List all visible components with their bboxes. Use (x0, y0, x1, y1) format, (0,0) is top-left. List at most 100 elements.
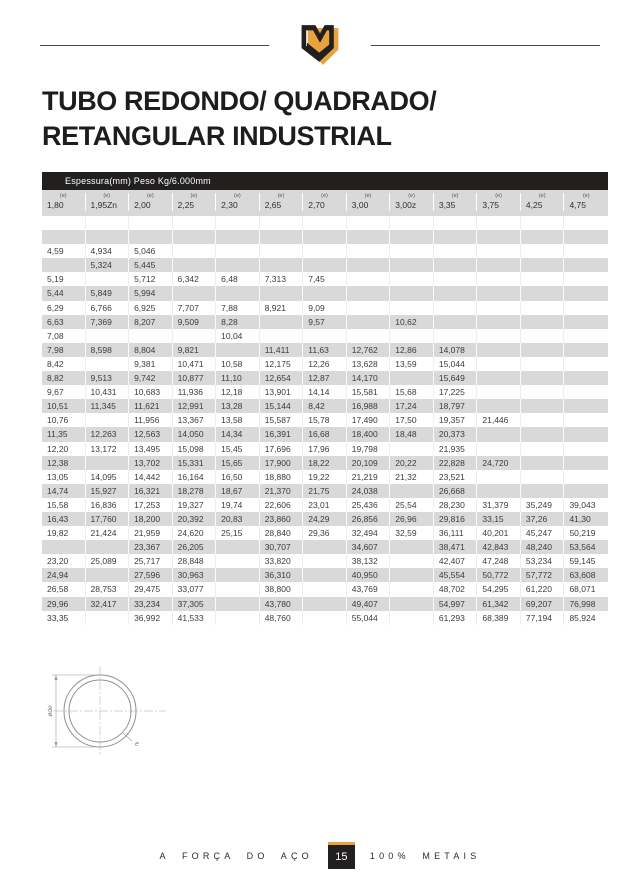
tube-cross-section-diagram: øde e (47, 666, 166, 756)
table-row: 16,43 17,760 18,200 20,392 20,83 23,860 24,29 2… (42, 511, 608, 527)
table-cell (521, 441, 565, 456)
table-cell: 8,804 (129, 342, 173, 357)
table-cell: 13,367 (173, 413, 217, 428)
table-row: 7,08 10,04 (42, 328, 608, 343)
table-cell (86, 328, 130, 343)
metais-shield-logo-icon (301, 25, 339, 65)
table-cell: 25,15 (216, 526, 260, 541)
table-cell (564, 456, 608, 470)
table-cell: 15,45 (216, 441, 260, 456)
table-cell: 25,54 (390, 497, 434, 512)
table-cell: 14,078 (434, 342, 478, 357)
table-cell: 26,668 (434, 483, 478, 498)
table-cell: 10,76 (42, 413, 86, 428)
table-cell: 24,94 (42, 568, 86, 583)
table-cell: 20,392 (173, 511, 217, 527)
table-cell (434, 272, 478, 287)
table-cell: 38,471 (434, 540, 478, 555)
table-row: 8,42 9,381 10,471 10,58 12,175 12,26 13,628 13,… (42, 356, 608, 372)
table-cell: 55,044 (347, 610, 391, 625)
thickness-leader-line (122, 732, 133, 742)
table-cell (564, 470, 608, 484)
thickness-value-label: 2,00 (134, 200, 151, 210)
thickness-unit-label: (e) (538, 193, 546, 199)
table-cell (477, 399, 521, 414)
table-cell: 10,58 (216, 356, 260, 372)
table-cell: 12,175 (260, 356, 304, 372)
table-cell: 61,220 (521, 582, 565, 597)
table-cell: 12,991 (173, 399, 217, 414)
table-cell (390, 300, 434, 315)
table-row: 13,05 14,095 14,442 16,164 16,50 18,880 19,22 2… (42, 469, 608, 484)
table-cell (303, 216, 347, 231)
table-cell: 40,201 (477, 526, 521, 541)
table-cell (521, 342, 565, 357)
table-cell: 12,38 (42, 455, 86, 470)
table-cell: 11,621 (129, 399, 173, 414)
table-cell (390, 371, 434, 386)
table-cell (42, 216, 86, 231)
table-cell: 24,620 (173, 526, 217, 541)
table-cell (521, 230, 565, 245)
table-cell (477, 286, 521, 301)
table-cell (521, 483, 565, 498)
table-cell: 12,18 (216, 385, 260, 400)
table-cell (477, 258, 521, 273)
page-title-line2: RETANGULAR INDUSTRIAL (42, 121, 392, 151)
table-cell (390, 582, 434, 597)
table-cell: 17,900 (260, 455, 304, 470)
table-cell (434, 286, 478, 301)
table-cell (303, 258, 347, 273)
table-cell (390, 483, 434, 498)
table-cell: 53,234 (521, 554, 565, 569)
table-cell (390, 272, 434, 287)
table-cell: 9,57 (303, 314, 347, 329)
thickness-value-label: 3,00z (395, 200, 417, 210)
column-header: (e) 3,75 (477, 193, 521, 211)
thickness-unit-label: (e) (103, 193, 111, 199)
table-cell (521, 216, 565, 231)
table-cell (347, 230, 391, 245)
table-cell: 23,860 (260, 511, 304, 527)
column-header: (e) 2,25 (173, 193, 217, 211)
table-cell: 15,65 (216, 455, 260, 470)
table-cell (564, 427, 608, 441)
table-row: 5,324 5,445 (42, 258, 608, 273)
table-cell (434, 244, 478, 259)
table-cell: 22,606 (260, 497, 304, 512)
table-cell (129, 328, 173, 343)
table-cell (477, 356, 521, 372)
table-cell: 40,950 (347, 568, 391, 583)
table-row: 33,35 36,992 41,533 48,760 55,044 61,293 68,38… (42, 610, 608, 625)
table-cell: 21,446 (477, 413, 521, 428)
table-cell (303, 230, 347, 245)
table-cell: 35,249 (521, 497, 565, 512)
table-cell (477, 483, 521, 498)
table-cell (477, 371, 521, 386)
thickness-unit-label: (e) (59, 193, 67, 199)
table-cell (521, 469, 565, 484)
table-cell: 7,313 (260, 272, 304, 287)
table-cell: 12,563 (129, 427, 173, 442)
table-cell (434, 258, 478, 273)
table-cell (521, 286, 565, 301)
table-cell: 28,753 (86, 582, 130, 597)
table-cell: 85,924 (569, 612, 596, 623)
table-cell: 63,608 (569, 570, 596, 581)
table-cell (42, 258, 86, 273)
thickness-unit-label: (e) (582, 193, 590, 199)
table-cell (86, 455, 130, 470)
page-title: TUBO REDONDO/ QUADRADO/ RETANGULAR INDUS… (42, 84, 600, 154)
table-cell: 77,194 (521, 610, 565, 625)
column-header: (e) 3,00 (347, 193, 391, 211)
table-cell: 9,67 (42, 385, 86, 400)
table-cell: 11,956 (129, 413, 173, 428)
column-header: (e) 3,00z (390, 193, 434, 211)
table-cell: 45,554 (434, 568, 478, 583)
table-cell (521, 399, 565, 414)
table-cell: 13,628 (347, 356, 391, 372)
table-cell: 21,370 (260, 483, 304, 498)
table-cell: 25,436 (347, 497, 391, 512)
table-cell (564, 329, 608, 343)
table-cell (260, 258, 304, 273)
